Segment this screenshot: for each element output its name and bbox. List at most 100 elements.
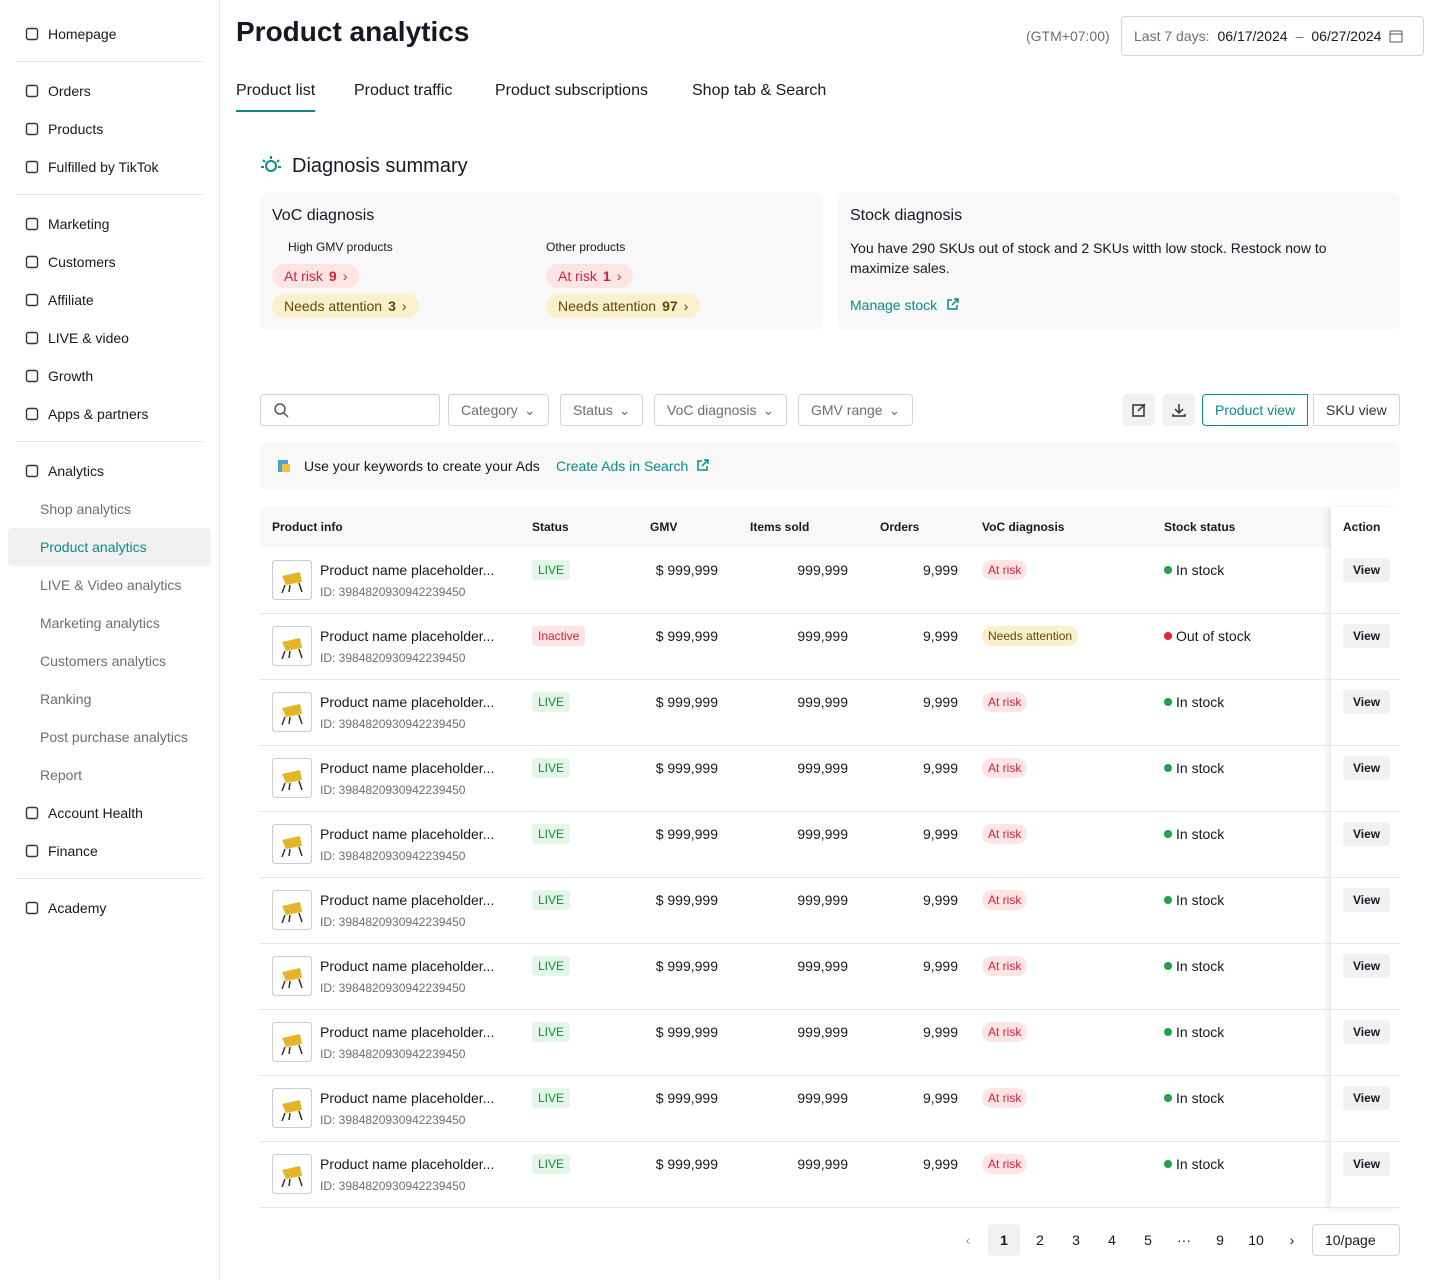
view-button[interactable]: View [1343,690,1391,714]
manage-stock-link[interactable]: Manage stock [850,297,938,313]
product-thumbnail [272,824,312,869]
stock-dot [1164,1028,1172,1036]
page-button[interactable]: 10 [1248,1232,1264,1248]
product-name[interactable]: Product name placeholder... [320,562,495,578]
nav-subitem[interactable]: Product analytics [8,528,211,566]
nav-item[interactable]: Marketing [8,205,211,243]
nav-item[interactable]: Fulfilled by TikTok [8,148,211,186]
orders: 9,999 [922,1090,958,1106]
voc-tag[interactable]: At risk [982,1088,1028,1108]
filter-category[interactable]: Category ⌄ [448,394,549,426]
product-view-button[interactable]: Product view [1202,394,1309,426]
stock-status: In stock [1176,1156,1225,1172]
nav-item[interactable]: LIVE & video [8,319,211,357]
view-button[interactable]: View [1343,888,1391,912]
next-page[interactable]: › [1289,1232,1295,1248]
nav-item[interactable]: Academy [8,889,211,927]
nav-subitem[interactable]: Customers analytics [8,642,211,680]
voc-tag[interactable]: At risk [982,824,1028,844]
view-button[interactable]: View [1343,954,1391,978]
product-name[interactable]: Product name placeholder... [320,694,495,710]
nav-label: Homepage [48,26,117,42]
pill-label: Needs attention [558,298,657,314]
tab[interactable]: Product list [236,82,316,112]
nav-item[interactable]: Growth [8,357,211,395]
voc-tag[interactable]: Needs attention [982,626,1079,646]
voc-tag[interactable]: At risk [982,758,1028,778]
nav-item[interactable]: Products [8,110,211,148]
view-button[interactable]: View [1343,822,1391,846]
product-name[interactable]: Product name placeholder... [320,958,495,974]
nav-label: Account Health [48,805,143,821]
nav-item[interactable]: Orders [8,72,211,110]
voc-group-label: High GMV products [288,240,393,254]
nav-item[interactable]: Apps & partners [8,395,211,433]
prev-page[interactable]: ‹ [965,1232,971,1248]
edit-button[interactable] [1123,394,1155,426]
product-name[interactable]: Product name placeholder... [320,826,495,842]
page-button[interactable]: 3 [1072,1232,1080,1248]
items-sold: 999,999 [797,760,848,776]
at-risk-pill[interactable]: At risk 1 › [546,264,634,288]
nav-subitem[interactable]: Marketing analytics [8,604,211,642]
view-button[interactable]: View [1343,1020,1391,1044]
tab[interactable]: Shop tab & Search [692,82,827,99]
product-name[interactable]: Product name placeholder... [320,760,495,776]
voc-tag[interactable]: At risk [982,890,1028,910]
search-input[interactable] [260,394,440,426]
orders: 9,999 [922,562,958,578]
voc-tag[interactable]: At risk [982,560,1028,580]
filter-gmv[interactable]: GMV range ⌄ [798,394,914,426]
nav-item[interactable]: Analytics [8,452,211,490]
filter-status[interactable]: Status ⌄ [560,394,644,426]
page-button[interactable]: 9 [1216,1232,1224,1248]
stock-status: In stock [1176,892,1225,908]
page-size[interactable]: 10/page [1312,1224,1400,1256]
nav-label: Post purchase analytics [40,729,188,745]
nav-subitem[interactable]: Ranking [8,680,211,718]
view-button[interactable]: View [1343,624,1391,648]
view-button[interactable]: View [1343,1152,1391,1176]
sku-view-button[interactable]: SKU view [1313,394,1400,426]
nav-label: Apps & partners [48,406,149,422]
page-button[interactable]: 5 [1144,1232,1152,1248]
product-name[interactable]: Product name placeholder... [320,1156,495,1172]
product-name[interactable]: Product name placeholder... [320,628,495,644]
nav-subitem[interactable]: Post purchase analytics [8,718,211,756]
needs-attention-pill[interactable]: Needs attention 3 › [272,294,419,318]
page-button[interactable]: 1 [988,1224,1020,1256]
product-name[interactable]: Product name placeholder... [320,892,495,908]
needs-attention-pill[interactable]: Needs attention 97 › [546,294,701,318]
page-button[interactable]: 4 [1108,1232,1116,1248]
at-risk-pill[interactable]: At risk 9 › [272,264,360,288]
voc-tag[interactable]: At risk [982,692,1028,712]
stock-status: In stock [1176,826,1225,842]
items-sold: 999,999 [797,562,848,578]
voc-tag[interactable]: At risk [982,956,1028,976]
voc-tag[interactable]: At risk [982,1154,1028,1174]
page-button[interactable]: ··· [1177,1232,1191,1248]
nav-item[interactable]: Finance [8,832,211,870]
voc-tag[interactable]: At risk [982,1022,1028,1042]
nav-item[interactable]: Affiliate [8,281,211,319]
nav-subitem[interactable]: Shop analytics [8,490,211,528]
view-button[interactable]: View [1343,558,1391,582]
nav-item[interactable]: Homepage [8,15,211,53]
tab[interactable]: Product subscriptions [495,82,648,99]
product-name[interactable]: Product name placeholder... [320,1024,495,1040]
nav-subitem[interactable]: LIVE & Video analytics [8,566,211,604]
banner-link[interactable]: Create Ads in Search [556,458,689,474]
nav-subitem[interactable]: Report [8,756,211,794]
view-button[interactable]: View [1343,1086,1391,1110]
download-button[interactable] [1163,394,1195,426]
nav-item[interactable]: Customers [8,243,211,281]
filter-voc[interactable]: VoC diagnosis ⌄ [654,394,788,426]
date-picker[interactable]: Last 7 days: 06/17/2024 – 06/27/2024 [1121,16,1424,56]
page-button[interactable]: 2 [1036,1232,1044,1248]
nav-item[interactable]: Account Health [8,794,211,832]
tab[interactable]: Product traffic [354,82,453,99]
product-name[interactable]: Product name placeholder... [320,1090,495,1106]
status-tag: LIVE [532,758,571,778]
view-button[interactable]: View [1343,756,1391,780]
